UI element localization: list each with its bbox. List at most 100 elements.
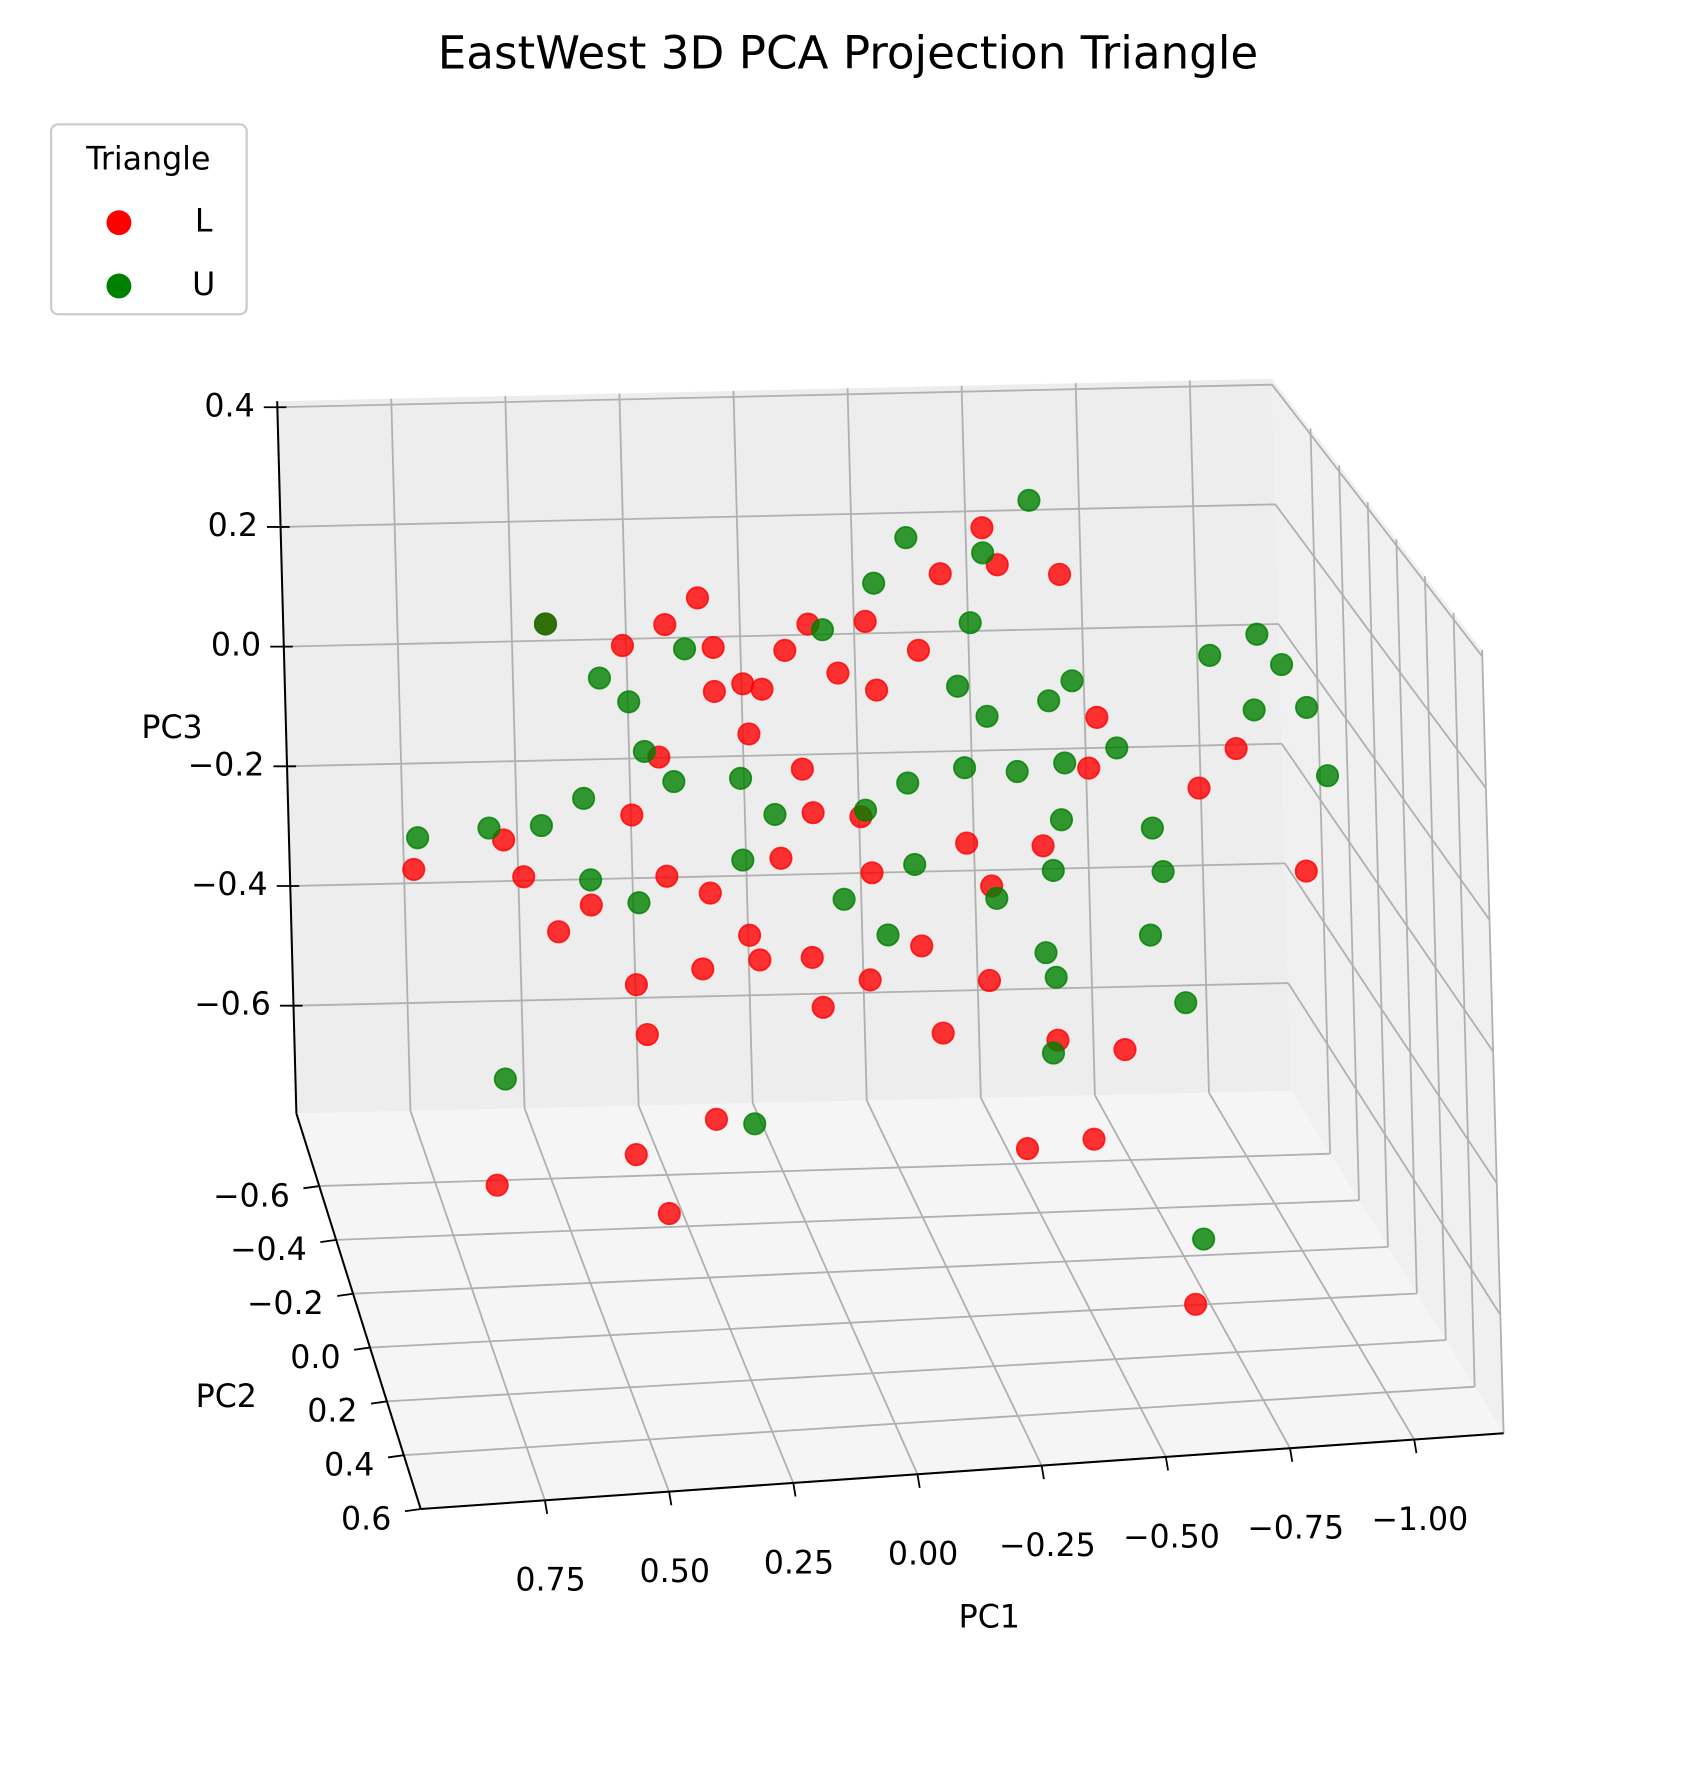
point bbox=[1140, 816, 1164, 840]
point bbox=[624, 1143, 648, 1167]
point bbox=[811, 995, 835, 1019]
z-tick-label: 0.4 bbox=[204, 388, 254, 424]
point bbox=[1082, 1127, 1106, 1151]
point bbox=[1015, 1137, 1040, 1161]
point bbox=[1017, 488, 1041, 512]
point bbox=[931, 1021, 955, 1045]
y-tick-label: 0.0 bbox=[290, 1340, 340, 1376]
y-axis-label: PC2 bbox=[196, 1379, 257, 1415]
grid-line bbox=[390, 398, 412, 1111]
point bbox=[1044, 965, 1068, 989]
grid-line bbox=[353, 1245, 1388, 1295]
tick-mark bbox=[370, 1400, 388, 1405]
point bbox=[1034, 941, 1058, 965]
grid-line bbox=[1271, 384, 1484, 658]
grid-line bbox=[523, 1107, 670, 1492]
point bbox=[635, 1022, 659, 1047]
x-tick-label: −0.50 bbox=[1123, 1519, 1220, 1555]
point bbox=[970, 516, 994, 540]
point bbox=[801, 801, 825, 825]
tick-mark bbox=[1413, 1439, 1418, 1454]
point bbox=[906, 638, 931, 662]
point bbox=[862, 571, 886, 595]
point bbox=[402, 857, 426, 881]
point bbox=[728, 766, 753, 790]
grid-line bbox=[732, 390, 754, 1104]
chart-title: EastWest 3D PCA Projection Triangle bbox=[438, 27, 1259, 80]
legend-box bbox=[49, 123, 248, 316]
tick-mark bbox=[792, 1482, 797, 1497]
grid-line bbox=[1424, 576, 1447, 1341]
point bbox=[1085, 705, 1109, 729]
point bbox=[737, 722, 761, 746]
point bbox=[672, 637, 697, 661]
point bbox=[800, 945, 824, 970]
point bbox=[971, 541, 995, 565]
grid-line bbox=[1094, 1094, 1291, 1449]
point bbox=[977, 968, 1002, 993]
tick-mark bbox=[1040, 1465, 1045, 1480]
point bbox=[1031, 834, 1055, 858]
point bbox=[655, 864, 679, 888]
point bbox=[512, 865, 536, 889]
point bbox=[1049, 808, 1074, 832]
grid-line bbox=[1277, 623, 1491, 921]
y-tick-label: 0.2 bbox=[307, 1394, 357, 1430]
legend-label: L bbox=[195, 204, 213, 240]
x-tick-label: 0.75 bbox=[515, 1563, 585, 1599]
point bbox=[743, 1112, 767, 1136]
point bbox=[985, 886, 1009, 910]
grid-line bbox=[1366, 502, 1389, 1247]
grid-line bbox=[290, 862, 1285, 887]
x-tick-label: 0.25 bbox=[764, 1545, 834, 1581]
point bbox=[624, 973, 649, 997]
z-axis-label: PC3 bbox=[141, 710, 202, 746]
z-tick-label: 0.2 bbox=[208, 508, 258, 544]
point bbox=[627, 891, 651, 915]
point bbox=[698, 881, 722, 905]
point bbox=[657, 1201, 681, 1226]
legend: Triangle LU bbox=[49, 123, 248, 316]
x-tick-label: 0.00 bbox=[888, 1537, 958, 1573]
grid-line bbox=[1338, 465, 1360, 1201]
grid-line bbox=[865, 1100, 1043, 1466]
tick-mark bbox=[387, 1454, 404, 1459]
back-pane bbox=[277, 378, 1292, 1114]
grid-line bbox=[1280, 743, 1494, 1053]
point bbox=[493, 1067, 517, 1091]
point bbox=[832, 887, 856, 911]
point bbox=[1192, 1227, 1216, 1251]
point bbox=[702, 679, 726, 704]
tick-mark bbox=[1164, 1456, 1169, 1471]
point bbox=[910, 934, 934, 958]
point bbox=[485, 1173, 509, 1197]
point bbox=[610, 633, 635, 658]
point bbox=[958, 611, 982, 635]
point bbox=[691, 957, 715, 981]
z-tick-label: −0.2 bbox=[188, 747, 265, 783]
point bbox=[946, 674, 970, 698]
grid-line bbox=[1284, 862, 1498, 1184]
point bbox=[810, 618, 835, 642]
point bbox=[1060, 669, 1084, 693]
y-tick-label: −0.4 bbox=[230, 1232, 307, 1268]
y-tick-label: 0.6 bbox=[341, 1501, 391, 1537]
point bbox=[826, 661, 850, 685]
grid-line bbox=[1452, 613, 1476, 1387]
point bbox=[1151, 859, 1175, 884]
tick-mark bbox=[354, 1346, 371, 1351]
point bbox=[1041, 1041, 1066, 1065]
axis-line bbox=[276, 401, 298, 1114]
point bbox=[1295, 695, 1319, 720]
x-axis-label: PC1 bbox=[959, 1600, 1020, 1636]
point bbox=[653, 613, 677, 637]
point bbox=[477, 816, 501, 840]
point bbox=[853, 609, 877, 633]
point bbox=[1005, 759, 1029, 784]
grid-line bbox=[504, 396, 526, 1109]
z-tick-label: −0.6 bbox=[194, 987, 271, 1023]
grid-line bbox=[409, 1110, 546, 1501]
grid-line bbox=[277, 383, 1273, 409]
point bbox=[876, 923, 900, 947]
